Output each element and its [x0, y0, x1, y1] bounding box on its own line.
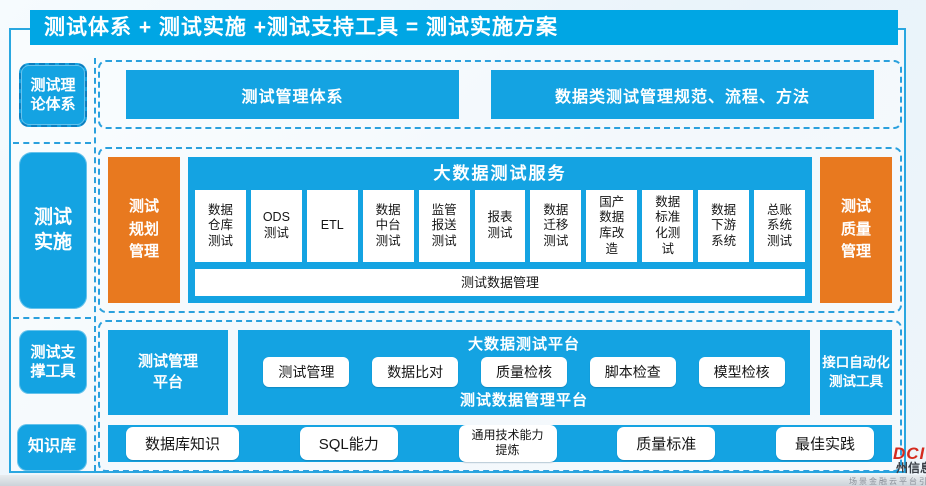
bottom-strip [0, 475, 926, 486]
tool-pill: 质量检核 [480, 357, 567, 388]
tool-pill: 数据比对 [372, 357, 459, 388]
dashed-vertical-divider [94, 58, 96, 471]
test-planning-text: 测试规划管理 [128, 198, 159, 261]
label-test-support-tools: 测试支撑工具 [19, 330, 87, 394]
label-text: 知识库 [27, 438, 76, 456]
service-row: 数据仓库测试 ODS测试 ETL 数据中台测试 监管报送测试 报表测试 数据迁移… [195, 190, 805, 262]
service-box: ETL [306, 190, 358, 262]
label-knowledge-base: 知识库 [17, 424, 87, 471]
knowledge-pill: 数据库知识 [126, 426, 240, 460]
label-test-implementation: 测试实施 [19, 152, 87, 309]
theory-box-data-standards: 数据类测试管理规范、流程、方法 [491, 70, 874, 119]
tools-row: 测试管理平台 大数据测试平台 测试管理 数据比对 质量检核 脚本检查 模型检核 … [108, 330, 892, 415]
knowledge-pill: SQL能力 [299, 426, 398, 460]
dcits-logo: DCITS [893, 444, 926, 463]
service-box: 报表测试 [474, 190, 526, 262]
api-automation-tool-box: 接口自动化测试工具 [820, 330, 892, 415]
service-text: 总账系统测试 [767, 202, 793, 248]
logo-tagline: 场景金融云平台引 [849, 477, 926, 486]
bigdata-test-platform: 大数据测试平台 测试管理 数据比对 质量检核 脚本检查 模型检核 测试数据管理平… [238, 330, 810, 415]
label-test-theory-system: 测试理论体系 [19, 63, 87, 127]
service-text: ETL [320, 218, 344, 233]
service-text: 国产数据库改造 [599, 194, 625, 256]
service-box: 监管报送测试 [418, 190, 470, 262]
knowledge-text: 通用技术能力提炼 [471, 427, 544, 458]
tools-section: 测试管理平台 大数据测试平台 测试管理 数据比对 质量检核 脚本检查 模型检核 … [98, 320, 902, 472]
dashed-separator-2 [13, 317, 91, 319]
service-text: 数据下游系统 [711, 202, 737, 248]
service-box: 数据迁移测试 [530, 190, 582, 262]
test-management-platform-box: 测试管理平台 [108, 330, 228, 415]
implementation-section: 测试规划管理 大数据测试服务 数据仓库测试 ODS测试 ETL 数据中台测试 监… [98, 147, 902, 313]
tool-left-text: 测试管理平台 [137, 352, 198, 392]
tool-pill: 测试管理 [263, 357, 350, 388]
service-text: 报表测试 [487, 210, 513, 240]
service-text: 数据迁移测试 [543, 202, 569, 248]
tool-pill: 脚本检查 [589, 357, 676, 388]
service-text: ODS测试 [262, 210, 290, 240]
service-box: 数据中台测试 [362, 190, 414, 262]
test-quality-box: 测试质量管理 [820, 157, 892, 303]
tool-right-text: 接口自动化测试工具 [822, 354, 890, 390]
service-text: 数据中台测试 [375, 202, 401, 248]
service-box: 国产数据库改造 [586, 190, 638, 262]
test-data-platform-title: 测试数据管理平台 [459, 391, 588, 409]
knowledge-pill: 质量标准 [617, 426, 716, 460]
tool-pill-row: 测试管理 数据比对 质量检核 脚本检查 模型检核 [238, 357, 810, 388]
bigdata-test-service: 大数据测试服务 数据仓库测试 ODS测试 ETL 数据中台测试 监管报送测试 报… [188, 157, 812, 303]
test-data-management-bar: 测试数据管理 [195, 269, 805, 296]
service-box: ODS测试 [250, 190, 302, 262]
knowledge-pill: 通用技术能力提炼 [458, 424, 557, 462]
knowledge-section: 数据库知识 SQL能力 通用技术能力提炼 质量标准 最佳实践 [108, 424, 892, 462]
service-text: 监管报送测试 [431, 202, 457, 248]
label-text: 测试实施 [33, 206, 72, 253]
dcits-logo-cn: 州信息 [896, 461, 926, 475]
label-text: 测试支撑工具 [30, 343, 76, 381]
service-box: 数据下游系统 [698, 190, 750, 262]
slide-title: 测试体系 + 测试实施 +测试支持工具 = 测试实施方案 [30, 10, 898, 45]
tool-pill: 模型检核 [698, 357, 785, 388]
service-text: 数据标准化测试 [655, 194, 681, 256]
service-box: 总账系统测试 [754, 190, 805, 262]
bigdata-test-service-title: 大数据测试服务 [433, 164, 567, 183]
test-planning-box: 测试规划管理 [108, 157, 180, 303]
knowledge-pill: 最佳实践 [775, 426, 874, 460]
dashed-separator-1 [13, 142, 91, 144]
service-text: 数据仓库测试 [207, 202, 233, 248]
label-text: 测试理论体系 [30, 76, 76, 114]
test-quality-text: 测试质量管理 [840, 198, 871, 261]
service-box: 数据仓库测试 [195, 190, 246, 262]
theory-section: 测试管理体系 数据类测试管理规范、流程、方法 [98, 60, 902, 129]
theory-box-management-system: 测试管理体系 [126, 70, 460, 119]
service-box: 数据标准化测试 [642, 190, 694, 262]
bigdata-platform-title: 大数据测试平台 [467, 336, 580, 353]
